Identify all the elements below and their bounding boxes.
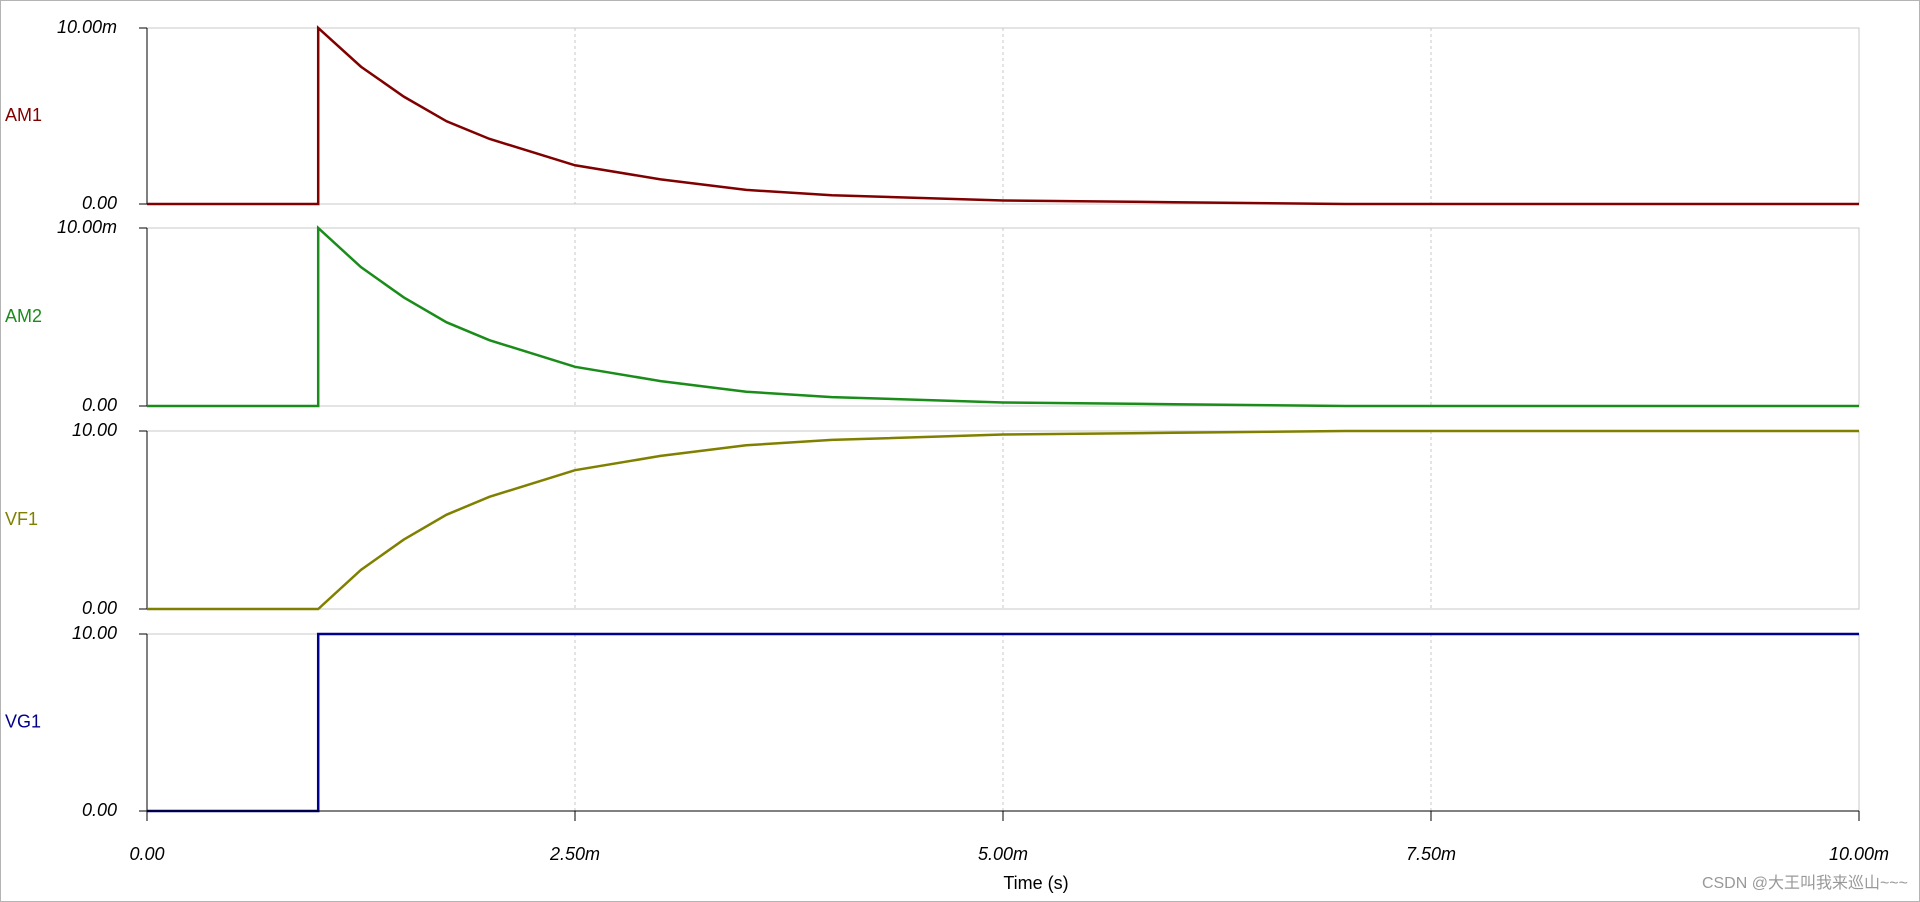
x-tick-label: 5.00m <box>978 844 1028 864</box>
series-label: AM2 <box>5 306 42 326</box>
watermark: CSDN @大王叫我来巡山~~~ <box>1702 874 1908 892</box>
y-tick-label: 10.00 <box>72 420 117 440</box>
series-line <box>147 429 1859 611</box>
y-tick-label: 10.00m <box>57 217 117 237</box>
series-label: VG1 <box>5 711 41 731</box>
series-line <box>147 225 1859 408</box>
x-tick-label: 0.00 <box>129 844 164 864</box>
x-tick-label: 7.50m <box>1406 844 1456 864</box>
series-line <box>147 25 1859 206</box>
y-tick-label: 0.00 <box>82 800 117 820</box>
y-tick-label: 0.00 <box>82 395 117 415</box>
x-tick-label: 10.00m <box>1829 844 1889 864</box>
y-tick-label: 10.00 <box>72 623 117 643</box>
y-tick-label: 0.00 <box>82 598 117 618</box>
series-label: AM1 <box>5 105 42 125</box>
y-tick-label: 10.00m <box>57 17 117 37</box>
y-tick-label: 0.00 <box>82 193 117 213</box>
x-tick-label: 2.50m <box>549 844 600 864</box>
series-label: VF1 <box>5 509 38 529</box>
x-axis-title: Time (s) <box>1003 873 1068 893</box>
